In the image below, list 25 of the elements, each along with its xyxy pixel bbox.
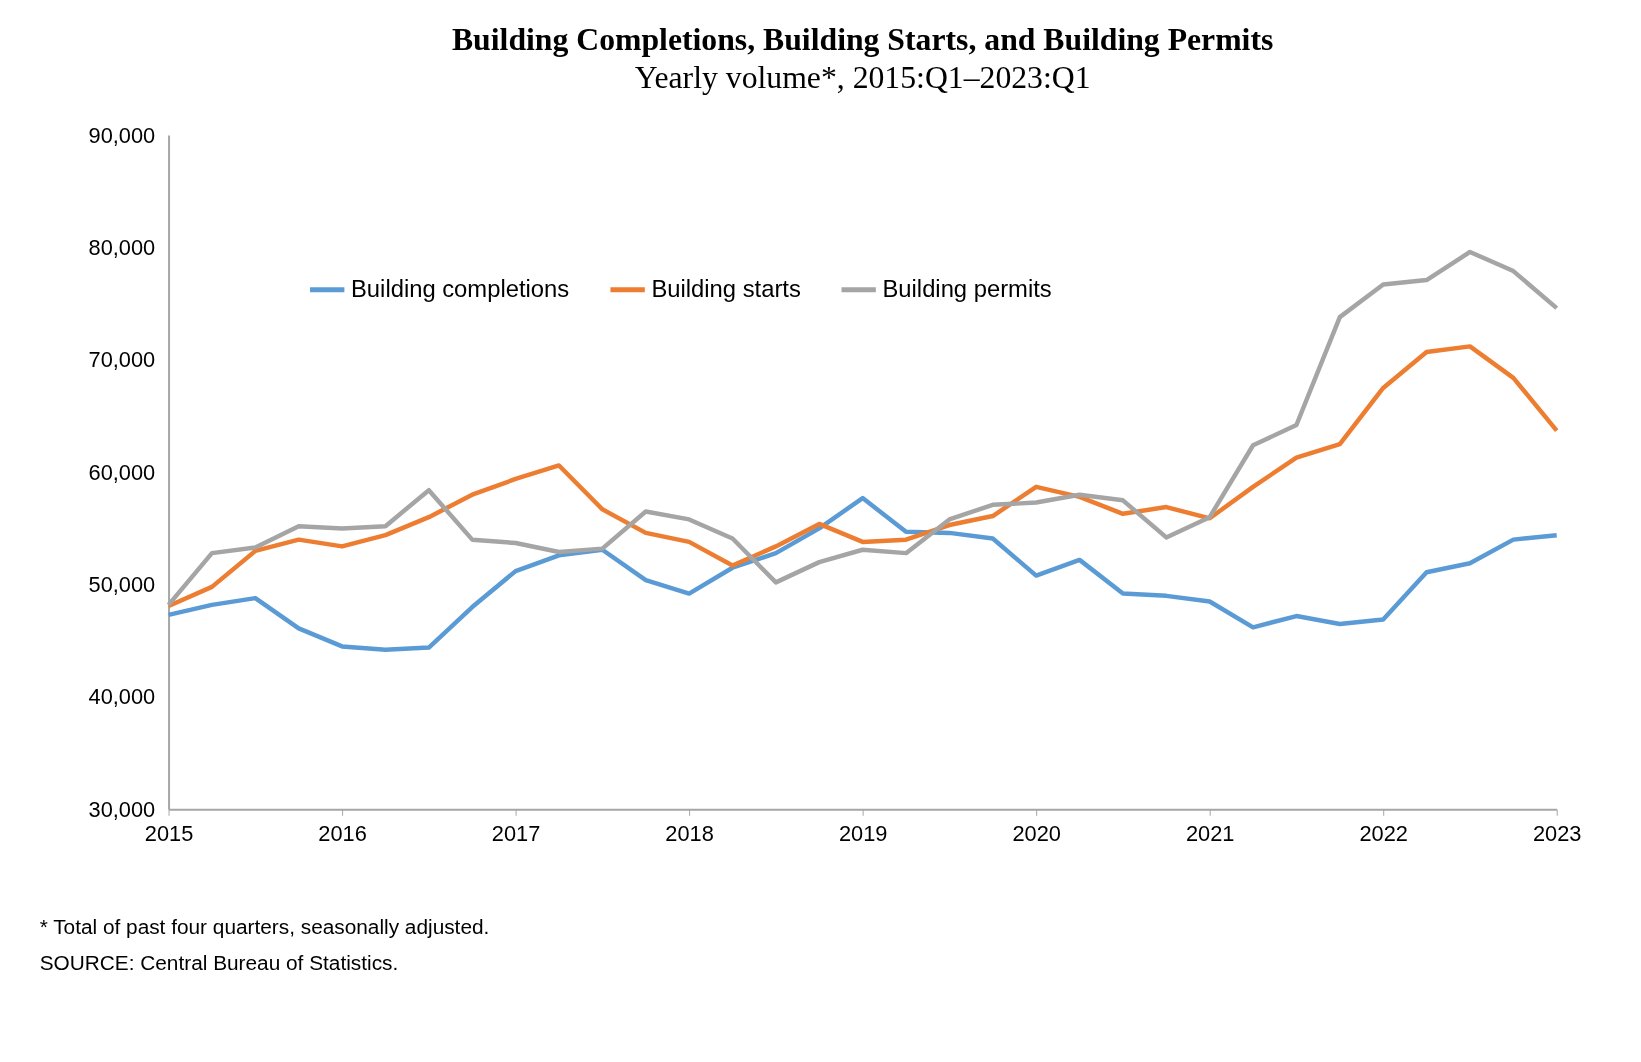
line-series	[166, 495, 1559, 653]
y-tick-label: 80,000	[88, 234, 156, 260]
y-tick-label: 50,000	[88, 572, 156, 598]
x-tick-label: 2017	[491, 820, 541, 846]
legend-label: Building permits	[882, 274, 1052, 302]
x-tick-label: 2023	[1532, 820, 1582, 846]
legend-label: Building starts	[651, 274, 801, 302]
chart-subtitle: Yearly volume*, 2015:Q1–2023:Q1	[634, 59, 1091, 95]
y-tick-label: 30,000	[88, 796, 156, 822]
source-note: SOURCE: Central Bureau of Statistics.	[39, 950, 399, 974]
y-tick-label: 40,000	[88, 684, 156, 710]
x-tick-label: 2019	[838, 820, 888, 846]
x-tick-label: 2022	[1359, 820, 1408, 846]
x-tick-label: 2015	[144, 820, 194, 846]
y-tick-label: 70,000	[88, 347, 156, 373]
x-tick-label: 2021	[1185, 820, 1235, 846]
chart-title: Building Completions, Building Starts, and Building Permits	[451, 21, 1274, 57]
y-tick-label: 60,000	[88, 459, 156, 485]
y-tick-label: 90,000	[88, 122, 156, 148]
x-tick-label: 2016	[318, 820, 367, 846]
legend-label: Building completions	[351, 274, 570, 302]
text: * Total of past four quarters, seasonally adjusted.	[39, 915, 490, 939]
x-tick-label: 2018	[665, 820, 714, 846]
x-tick-label: 2020	[1012, 820, 1061, 846]
line-series	[166, 344, 1559, 609]
